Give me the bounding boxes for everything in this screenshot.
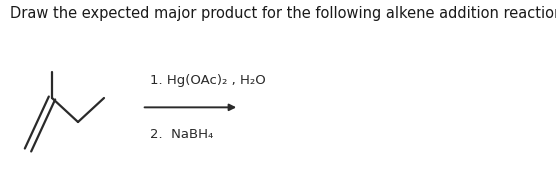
FancyArrowPatch shape <box>145 105 234 110</box>
Text: 2.  NaBH₄: 2. NaBH₄ <box>150 128 214 141</box>
Text: 1. Hg(OAc)₂ , H₂O: 1. Hg(OAc)₂ , H₂O <box>150 74 266 87</box>
Text: Draw the expected major product for the following alkene addition reaction.: Draw the expected major product for the … <box>10 6 556 21</box>
